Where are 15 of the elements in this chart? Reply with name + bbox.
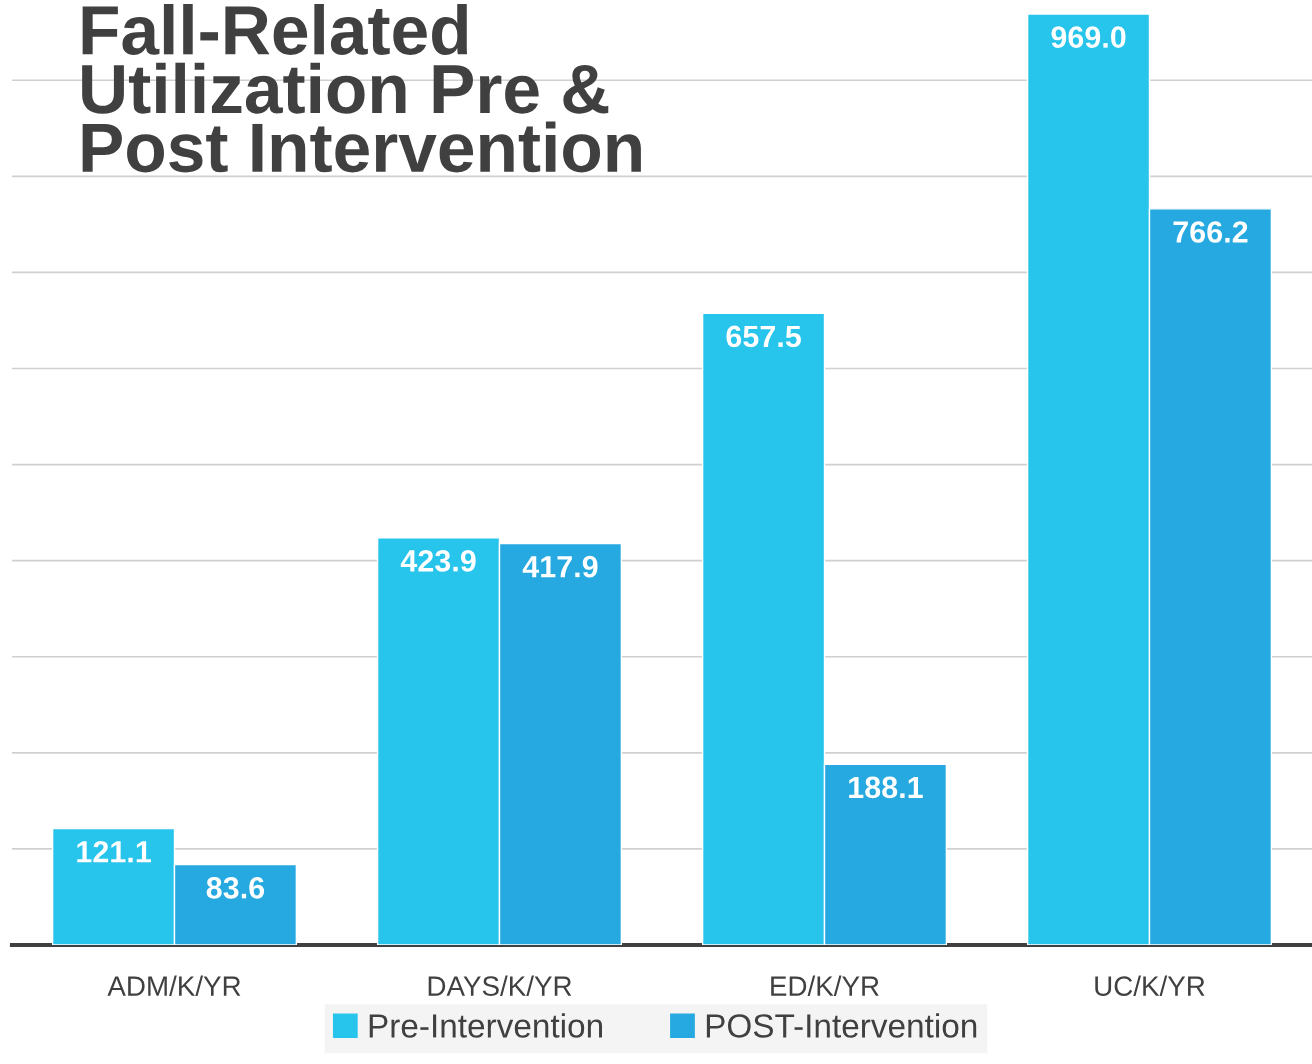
x-tick-label: DAYS/K/YR bbox=[428, 975, 572, 996]
x-tick-label: ED/K/YR bbox=[771, 975, 879, 996]
data-label: 121.1 bbox=[77, 840, 151, 863]
x-tick-label: ADM/K/YR bbox=[107, 975, 241, 996]
x-tick-label: UC/K/YR bbox=[1095, 975, 1205, 996]
data-label: 657.5 bbox=[726, 325, 801, 348]
data-label: 417.9 bbox=[522, 555, 598, 578]
text: Fall-Related Utilization Pre & Post Intervention bbox=[82, 4, 641, 173]
data-label: 969.0 bbox=[1051, 26, 1126, 48]
legend-label: Pre-Intervention bbox=[369, 1013, 602, 1038]
legend-label: POST-Intervention bbox=[706, 1013, 977, 1038]
data-label: 423.9 bbox=[400, 550, 476, 572]
data-label: 188.1 bbox=[849, 776, 923, 799]
data-label: 83.6 bbox=[206, 877, 265, 899]
data-label: 766.2 bbox=[1173, 221, 1248, 243]
